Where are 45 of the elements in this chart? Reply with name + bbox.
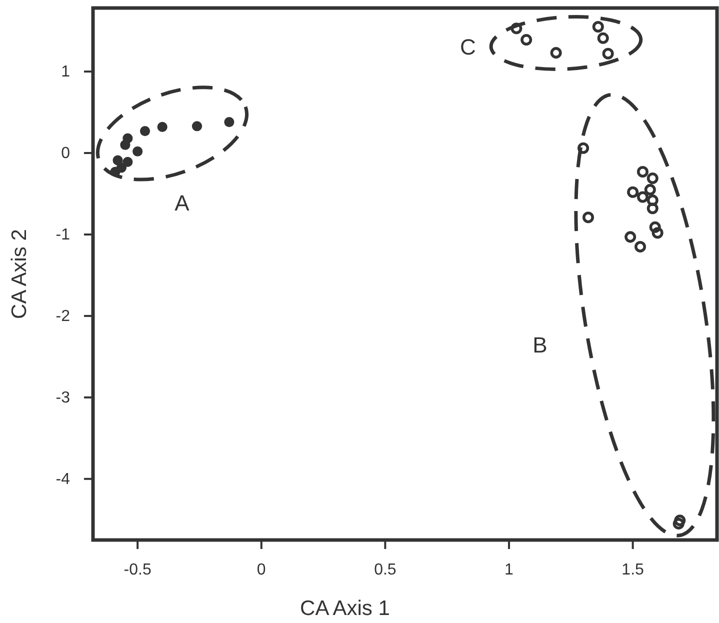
y-tick-label: -3: [56, 390, 70, 407]
y-tick-label: -1: [56, 226, 70, 244]
y-axis-title: CA Axis 2: [8, 229, 31, 319]
point: [644, 184, 656, 196]
annotation: B: [532, 332, 548, 358]
point: [627, 186, 639, 198]
annotation: A: [174, 190, 190, 216]
annotation: C: [460, 34, 476, 60]
point: [224, 117, 234, 128]
point: [582, 212, 594, 224]
x-tick-label: 0.5: [374, 561, 396, 578]
point: [132, 146, 143, 156]
point: [140, 126, 150, 136]
x-tick-label: -0.5: [124, 561, 152, 578]
point: [120, 140, 130, 150]
point: [674, 514, 686, 526]
point: [592, 20, 604, 32]
y-tick-label: 0: [61, 145, 70, 162]
point: [646, 194, 658, 206]
y-tick-label: -4: [56, 471, 70, 488]
x-axis-title: CA Axis 1: [300, 597, 390, 620]
y-tick-label: 1: [61, 64, 70, 81]
point: [597, 32, 609, 44]
x-tick-label: 1: [504, 561, 514, 578]
point: [649, 221, 661, 233]
point: [122, 156, 133, 168]
point: [510, 22, 522, 34]
point: [636, 191, 648, 203]
point: [636, 166, 648, 178]
point: [624, 231, 636, 243]
point: [112, 155, 123, 166]
point: [550, 47, 562, 59]
x-tick-label: 0: [256, 561, 266, 578]
point: [672, 518, 684, 530]
point: [192, 121, 202, 132]
point: [646, 172, 658, 184]
point: [602, 48, 614, 60]
point: [157, 122, 168, 132]
point: [634, 240, 646, 252]
point: [652, 227, 664, 239]
point: [578, 142, 590, 154]
point: [520, 34, 532, 46]
x-tick-label: 1.5: [622, 561, 644, 578]
y-tick-label: -2: [56, 308, 70, 326]
point: [646, 202, 658, 214]
